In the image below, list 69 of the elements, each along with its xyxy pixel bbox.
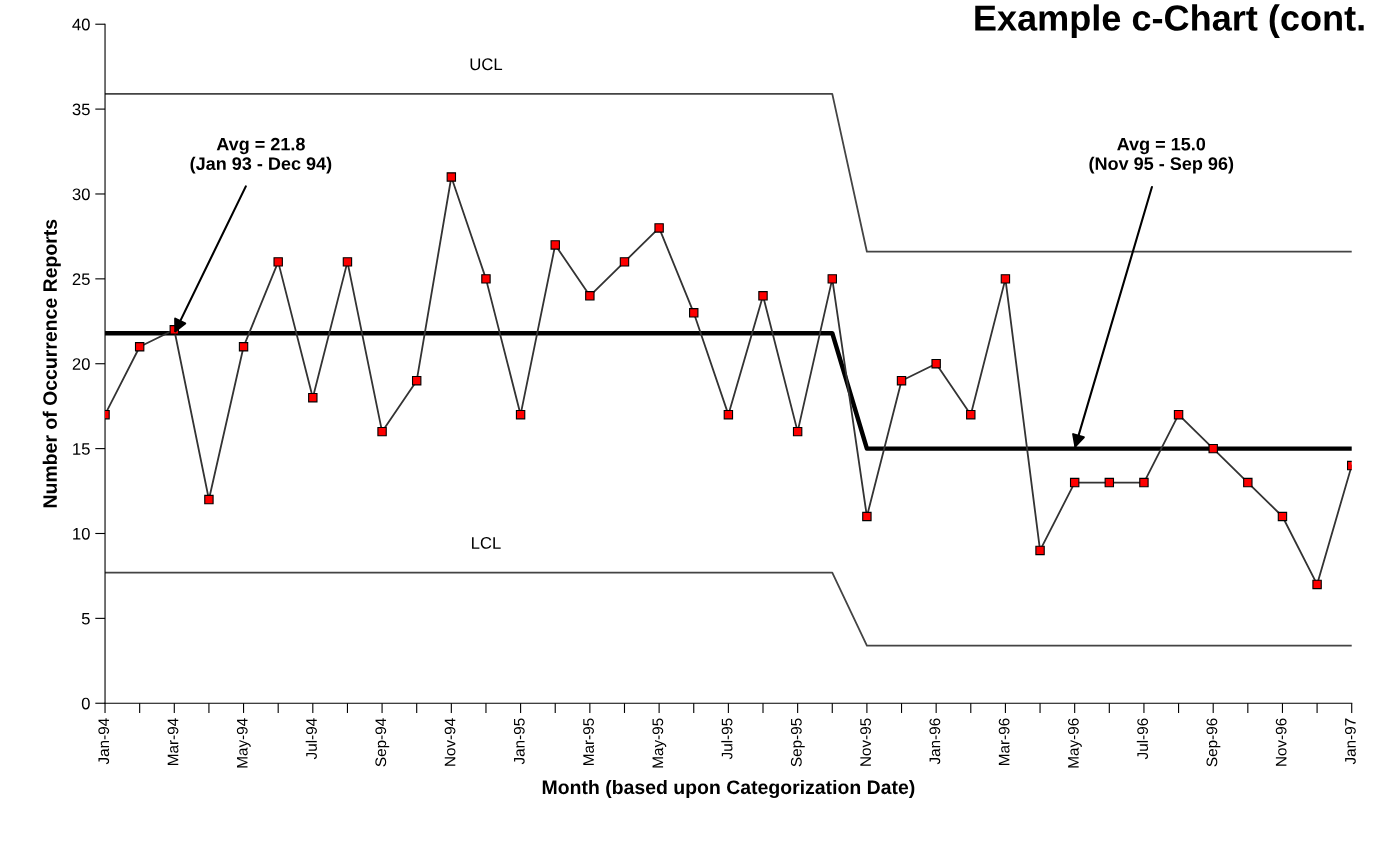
x-tick-label: Jul-96 (1136, 718, 1149, 760)
point (481, 274, 491, 284)
point (550, 240, 560, 250)
x-tick-label: Sep-96 (1206, 718, 1221, 767)
x-tick-label: Sep-94 (375, 718, 390, 767)
x-tick-label: May-96 (1067, 718, 1082, 768)
point (896, 375, 907, 386)
x-axis-title: Month (based upon Categorization Date) (542, 779, 915, 799)
point (862, 511, 872, 522)
x-tick-label: Mar-94 (167, 718, 179, 765)
point (377, 426, 387, 437)
point (446, 172, 457, 182)
point (1277, 511, 1288, 522)
y-tick-label: 0 (81, 697, 90, 710)
point (342, 257, 353, 267)
point (1035, 545, 1045, 556)
x-tick-label: Nov-94 (444, 718, 456, 766)
x-tick-label: Sep-95 (790, 718, 805, 767)
point (273, 257, 283, 267)
point (792, 426, 803, 437)
y-tick-label: 35 (72, 103, 90, 116)
point (654, 223, 664, 233)
point (827, 274, 837, 284)
point (1069, 477, 1080, 488)
x-tick-label: Jan-96 (929, 718, 941, 765)
x-tick-label: Mar-96 (998, 718, 1010, 765)
point (585, 291, 595, 301)
point (515, 409, 526, 420)
point (238, 342, 249, 352)
x-tick-label: Nov-95 (860, 718, 871, 766)
point (689, 308, 699, 318)
point (134, 342, 145, 352)
y-tick-label: 15 (73, 443, 90, 455)
x-tick-label: Nov-96 (1275, 718, 1287, 766)
point (931, 359, 941, 369)
point (411, 375, 422, 386)
x-tick-label: Jan-97 (1345, 718, 1356, 765)
point (758, 291, 768, 301)
point (1104, 477, 1115, 488)
point (1173, 409, 1184, 420)
x-tick-label: Mar-95 (583, 718, 594, 765)
point (1000, 274, 1011, 284)
y-tick-label: 5 (81, 612, 90, 625)
point (1312, 579, 1322, 590)
x-tick-label: Jan-94 (98, 718, 110, 765)
x-tick-label: Jul-95 (721, 718, 733, 760)
point (1139, 477, 1149, 488)
x-tick-label: May-95 (652, 718, 667, 768)
series-label: UCL (470, 58, 503, 71)
point (723, 409, 734, 420)
x-tick-label: Jan-95 (513, 718, 525, 765)
x-tick-label: Jul-94 (305, 718, 317, 760)
point (619, 257, 630, 267)
point (966, 409, 976, 420)
series-label: LCL (472, 537, 501, 549)
annotation: Avg = 21.8 (Jan 93 - Dec 94) (190, 137, 332, 174)
point (1208, 443, 1218, 454)
y-tick-label: 30 (72, 188, 90, 201)
y-axis-title: Number of Occurrence Reports (42, 219, 61, 508)
y-tick-label: 10 (73, 527, 90, 540)
y-tick-label: 40 (72, 18, 90, 31)
point (308, 392, 318, 403)
y-tick-label: 25 (72, 273, 90, 286)
annotation: Avg = 15.0 (Nov 95 - Sep 96) (1089, 137, 1234, 174)
x-tick-label: May-94 (236, 718, 251, 768)
chart-title: Example c-Chart (cont. (975, 4, 1364, 38)
y-tick-label: 20 (72, 358, 90, 370)
point (1243, 477, 1253, 488)
point (204, 494, 214, 505)
